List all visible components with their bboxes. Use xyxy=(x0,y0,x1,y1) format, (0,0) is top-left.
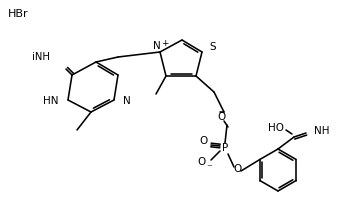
Text: O: O xyxy=(233,164,241,174)
Text: +: + xyxy=(161,39,169,48)
Text: P: P xyxy=(222,143,228,153)
Text: iNH: iNH xyxy=(32,52,50,62)
Text: HO: HO xyxy=(268,123,284,133)
Text: ⁻: ⁻ xyxy=(206,163,212,173)
Text: O: O xyxy=(199,136,207,146)
Text: N: N xyxy=(153,41,161,51)
Text: HN: HN xyxy=(44,96,59,106)
Text: S: S xyxy=(209,42,216,52)
Text: N: N xyxy=(123,96,131,106)
Text: NH: NH xyxy=(314,126,329,136)
Text: O: O xyxy=(198,157,206,167)
Text: HBr: HBr xyxy=(8,9,28,19)
Text: O: O xyxy=(218,112,226,122)
